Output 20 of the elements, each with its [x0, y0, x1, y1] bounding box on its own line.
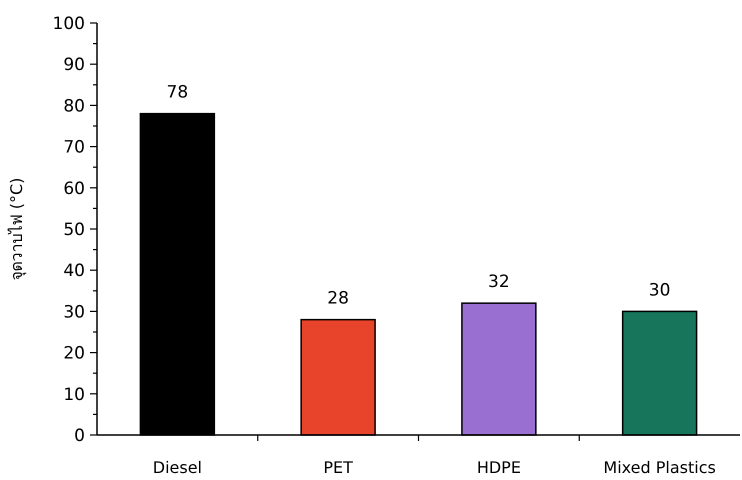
y-tick-label: 10	[63, 384, 85, 405]
y-tick-label: 30	[63, 302, 85, 322]
y-tick-label: 60	[63, 178, 85, 199]
x-tick-label: Mixed Plastics	[603, 458, 716, 477]
x-tick-label: Diesel	[152, 458, 202, 477]
data-label: 78	[166, 82, 188, 103]
y-tick-label: 20	[63, 344, 85, 364]
x-tick-label: HDPE	[476, 458, 521, 477]
y-tick-label: 40	[63, 261, 85, 282]
y-tick-label: 90	[63, 55, 85, 76]
x-tick-label: PET	[323, 458, 354, 477]
data-label: 30	[648, 280, 670, 300]
data-label: 28	[327, 288, 349, 309]
y-tick-label: 70	[63, 138, 85, 158]
y-tick-label: 80	[63, 96, 85, 116]
y-tick-label: 0	[74, 426, 85, 446]
y-tick-label: 100	[52, 14, 85, 34]
data-label: 32	[488, 272, 510, 292]
y-axis-title: จุดวาบไฟ (°C)	[7, 178, 27, 280]
y-tick-label: 50	[63, 220, 85, 240]
